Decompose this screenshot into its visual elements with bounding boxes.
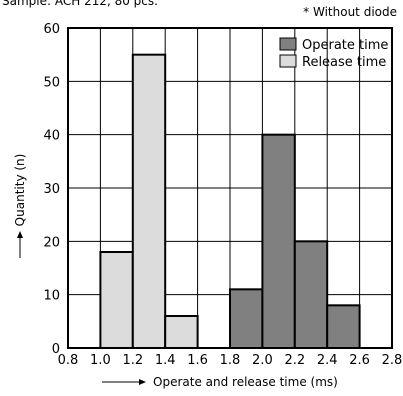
bars bbox=[99, 53, 361, 350]
bar-operate-1 bbox=[261, 133, 296, 349]
legend-label-release: Release time bbox=[302, 55, 386, 70]
x-tick-label: 2.2 bbox=[284, 353, 305, 368]
bar-operate-2 bbox=[293, 240, 329, 349]
sample-caption: Sample: ACH 212, 80 pcs. bbox=[2, 0, 158, 8]
bar-release-0 bbox=[99, 251, 134, 349]
x-tick-label: 1.4 bbox=[155, 353, 176, 368]
x-tick-label: 2.8 bbox=[382, 353, 403, 368]
y-tick-label: 50 bbox=[43, 75, 60, 90]
x-axis-arrow bbox=[102, 379, 146, 385]
x-tick-label: 1.8 bbox=[220, 353, 241, 368]
y-axis-label: Quantity (n) bbox=[13, 154, 27, 227]
x-tick-label: 1.6 bbox=[187, 353, 208, 368]
y-tick-label: 20 bbox=[43, 235, 60, 250]
x-tick-label: 0.8 bbox=[58, 353, 79, 368]
legend-swatch-release bbox=[279, 54, 297, 68]
y-axis-arrow bbox=[17, 231, 23, 258]
x-axis-label: Operate and release time (ms) bbox=[153, 375, 338, 389]
x-tick-label: 2.4 bbox=[317, 353, 338, 368]
bar-operate-0 bbox=[229, 288, 264, 350]
x-axis-title: Operate and release time (ms) bbox=[102, 375, 338, 389]
legend-swatch-operate bbox=[279, 37, 297, 51]
y-tick-label: 0 bbox=[52, 342, 60, 357]
y-tick-label: 60 bbox=[43, 22, 60, 37]
bar-operate-3 bbox=[326, 304, 361, 350]
tick-labels: 0.8 1.0 1.2 1.4 1.6 1.8 2.0 2.2 2.4 2.6 2.8 0 10 20 30… bbox=[43, 22, 402, 368]
bar-release-1 bbox=[131, 53, 167, 350]
diode-note: * Without diode bbox=[303, 5, 397, 19]
x-tick-label: 2.0 bbox=[252, 353, 273, 368]
y-tick-label: 40 bbox=[43, 129, 60, 144]
plot-frame bbox=[67, 27, 393, 349]
y-tick-label: 30 bbox=[43, 182, 60, 197]
x-tick-label: 2.6 bbox=[349, 353, 370, 368]
bar-release-2 bbox=[164, 315, 199, 349]
y-axis-title: Quantity (n) bbox=[13, 154, 27, 258]
x-tick-label: 1.2 bbox=[122, 353, 143, 368]
y-tick-label: 10 bbox=[43, 289, 60, 304]
x-tick-label: 1.0 bbox=[90, 353, 111, 368]
legend-label-operate: Operate time bbox=[302, 38, 388, 53]
legend: Operate time Release time bbox=[279, 37, 388, 70]
